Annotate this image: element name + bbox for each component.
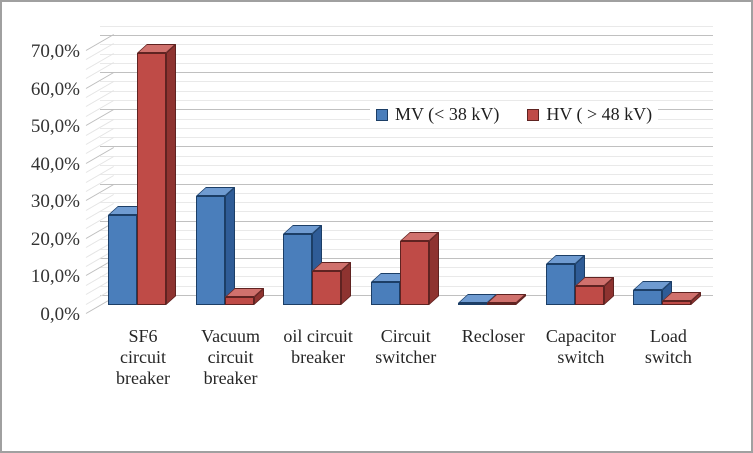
gridline-minor xyxy=(100,230,713,231)
gridline-minor xyxy=(100,165,713,166)
gridline-major xyxy=(100,72,713,74)
sidewall-gridline xyxy=(85,156,114,174)
y-tick-label: 30,0% xyxy=(30,191,80,213)
gridline-minor xyxy=(100,53,713,55)
sidewall-gridline xyxy=(85,165,114,183)
category-label-line: SF6 xyxy=(128,326,158,346)
category-label: Vacuum circuit breaker xyxy=(183,326,279,389)
y-tick-label: 50,0% xyxy=(30,116,80,138)
legend-swatch-hv xyxy=(527,108,540,121)
bar-front-face xyxy=(662,301,692,305)
gridline-minor xyxy=(100,100,713,101)
gridline-minor xyxy=(100,155,713,157)
category-label-line: Recloser xyxy=(461,326,525,346)
bar-front-face xyxy=(370,282,400,305)
category-label-line: breaker xyxy=(203,368,258,388)
bar-front-face xyxy=(224,297,254,305)
gridline-minor xyxy=(100,44,713,46)
category-label-line: Capacitor xyxy=(545,326,616,346)
category-label-line: switch xyxy=(644,347,692,367)
sidewall-gridline xyxy=(85,81,114,98)
sidewall-gridline xyxy=(85,184,114,202)
category-label: oil circuit breaker xyxy=(270,326,366,368)
bar-front-face xyxy=(108,214,137,305)
legend-item-mv: MV (< 38 kV) xyxy=(376,104,499,125)
sidewall-gridline xyxy=(85,34,114,51)
category-label-line: circuit xyxy=(120,347,166,367)
sidewall-gridline xyxy=(85,118,114,136)
sidewall-gridline xyxy=(85,71,114,89)
y-tick-label: 60,0% xyxy=(30,78,80,100)
legend: MV (< 38 kV) HV ( > 48 kV) xyxy=(370,103,659,126)
gridline-minor xyxy=(100,192,713,194)
gridline-minor xyxy=(100,81,713,83)
gridline-minor xyxy=(100,202,713,204)
gridline-major xyxy=(100,220,713,222)
y-tick-label: 0,0% xyxy=(40,304,80,325)
category-label: SF6 circuit breaker xyxy=(95,326,191,389)
bar-front-face xyxy=(574,286,604,305)
category-label-line: breaker xyxy=(116,368,170,388)
gridline-minor xyxy=(100,211,713,213)
sidewall-gridline xyxy=(85,52,114,70)
category-label-line: oil circuit xyxy=(283,326,353,346)
y-tick-label: 20,0% xyxy=(30,228,80,250)
bar-front-face xyxy=(283,233,313,305)
sidewall-gridline xyxy=(85,146,114,164)
sidewall-gridline xyxy=(85,193,114,211)
gridline-minor xyxy=(100,137,713,139)
bar-front-face xyxy=(399,241,429,305)
legend-label: HV ( > 48 kV) xyxy=(546,104,653,124)
category-label-line: Load xyxy=(649,326,687,346)
legend-item-hv: HV ( > 48 kV) xyxy=(527,104,652,125)
bar-front-face xyxy=(487,303,517,305)
category-label-line: switcher xyxy=(375,347,437,367)
y-tick-label: 70,0% xyxy=(30,41,80,62)
category-label: Recloser xyxy=(445,326,541,347)
category-label-line: switch xyxy=(557,347,605,367)
legend-label: MV (< 38 kV) xyxy=(395,104,500,124)
category-label-line: breaker xyxy=(291,347,346,367)
bar-side-face xyxy=(341,262,352,305)
category-label-line: circuit xyxy=(207,347,254,367)
sidewall-gridline xyxy=(85,62,114,80)
sidewall-gridline xyxy=(85,174,114,192)
bar-front-face xyxy=(195,196,225,305)
bar-side-face xyxy=(224,187,235,305)
bar-front-face xyxy=(458,303,488,305)
sidewall-gridline xyxy=(85,127,114,145)
bar-side-face xyxy=(166,44,176,305)
category-label: Load switch xyxy=(620,326,716,368)
gridline-minor xyxy=(100,90,713,92)
sidewall-gridline xyxy=(85,43,114,61)
category-label-line: Vacuum xyxy=(201,326,261,346)
sidewall-gridline xyxy=(85,90,114,108)
y-tick-label: 40,0% xyxy=(30,153,80,175)
sidewall-gridline xyxy=(85,137,114,155)
bar-front-face xyxy=(137,53,166,305)
gridline-major xyxy=(100,146,713,148)
gridline-minor xyxy=(100,174,713,176)
gridline-major xyxy=(100,183,713,185)
legend-swatch-mv xyxy=(376,108,388,121)
category-label-line: Circuit xyxy=(380,326,431,346)
y-tick-label: 10,0% xyxy=(30,266,80,288)
gridline-minor xyxy=(100,25,713,27)
bar-front-face xyxy=(633,289,663,305)
category-label: Capacitor switch xyxy=(533,326,629,368)
bar-side-face xyxy=(428,232,439,305)
bar-front-face xyxy=(545,263,575,305)
category-label: Circuit switcher xyxy=(358,326,454,368)
sidewall-gridline xyxy=(85,109,114,127)
bar-front-face xyxy=(312,271,342,305)
sidewall-gridline xyxy=(85,99,114,117)
gridline-minor xyxy=(100,127,713,129)
gridline-minor xyxy=(100,62,713,64)
gridline-major xyxy=(100,35,713,37)
